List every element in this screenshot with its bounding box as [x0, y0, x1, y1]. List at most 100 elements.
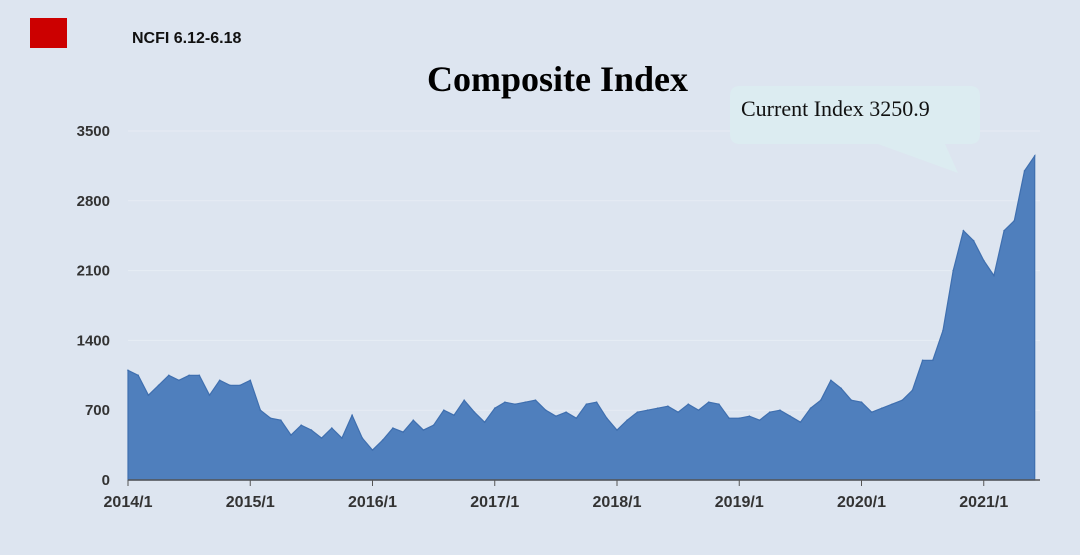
data-point: [127, 369, 129, 372]
data-point: [769, 411, 771, 414]
area-series: [127, 153, 1036, 481]
callout: [730, 86, 980, 173]
data-point: [331, 427, 333, 429]
data-point: [361, 437, 364, 439]
data-point: [585, 403, 588, 406]
chart-title: Composite Index: [426, 59, 689, 99]
data-point: [381, 439, 384, 441]
index-area: [127, 153, 1036, 481]
data-point: [707, 401, 710, 404]
data-point: [942, 329, 944, 332]
data-point: [595, 401, 598, 404]
data-point: [544, 409, 547, 412]
data-point: [657, 407, 659, 410]
data-point: [249, 379, 252, 382]
data-point: [850, 399, 853, 402]
data-point: [483, 421, 486, 424]
x-tick-label: 2017/1: [470, 494, 519, 511]
x-tick-label: 2019/1: [715, 494, 764, 511]
data-point: [280, 419, 282, 422]
data-point: [137, 374, 139, 377]
data-point: [494, 407, 496, 410]
y-tick-label: 1400: [77, 332, 110, 349]
data-point: [371, 449, 374, 451]
data-point: [881, 407, 883, 410]
data-point: [208, 394, 211, 397]
data-point: [809, 407, 812, 410]
y-tick-label: 2100: [77, 263, 110, 280]
data-point: [616, 429, 618, 431]
data-point: [575, 417, 578, 420]
data-point: [218, 379, 221, 382]
data-point: [901, 399, 904, 402]
y-tick-label: 2800: [77, 193, 110, 210]
data-point: [157, 384, 160, 387]
data-point: [952, 269, 954, 272]
data-point: [830, 379, 832, 382]
data-point: [748, 415, 751, 418]
callout-bubble: [730, 86, 980, 173]
data-point: [993, 274, 995, 277]
data-point: [983, 259, 985, 262]
data-point: [473, 411, 476, 414]
data-point: [239, 384, 241, 387]
x-tick-label: 2014/1: [104, 494, 153, 511]
data-point: [310, 429, 313, 431]
data-point: [697, 409, 700, 412]
data-point: [1013, 219, 1016, 222]
data-point: [636, 411, 639, 414]
x-tick-label: 2016/1: [348, 494, 397, 511]
data-point: [738, 417, 741, 420]
data-point: [789, 415, 791, 418]
data-point: [290, 434, 292, 436]
data-point: [229, 384, 231, 387]
data-point: [524, 401, 527, 404]
data-point: [799, 421, 802, 424]
data-point: [921, 359, 924, 362]
data-point: [687, 403, 690, 406]
grid-lines: [128, 130, 1040, 411]
data-point: [300, 424, 303, 427]
data-point: [341, 437, 343, 439]
data-point: [972, 239, 975, 242]
x-tick-label: 2018/1: [593, 494, 642, 511]
data-point: [402, 431, 404, 433]
data-point: [412, 419, 415, 422]
data-point: [147, 394, 150, 397]
data-point: [555, 415, 557, 418]
data-point: [422, 429, 425, 431]
data-point: [432, 424, 435, 427]
y-tick-label: 3500: [77, 123, 110, 140]
data-point: [758, 419, 761, 422]
x-tick-label: 2020/1: [837, 494, 886, 511]
current-index-callout: Current Index 3250.9: [741, 96, 930, 121]
data-point: [514, 403, 516, 406]
data-point: [718, 403, 720, 406]
data-point: [320, 437, 323, 439]
x-tick-label: 2021/1: [959, 494, 1008, 511]
data-point: [606, 417, 608, 420]
data-point: [351, 414, 353, 417]
data-point: [443, 409, 445, 412]
data-point: [168, 374, 170, 377]
data-point: [259, 409, 262, 412]
y-tick-label: 700: [85, 402, 110, 419]
data-point: [677, 411, 679, 414]
data-point: [198, 374, 201, 377]
data-point: [779, 409, 781, 412]
data-point: [1033, 155, 1036, 157]
data-point: [626, 419, 628, 422]
data-point: [565, 411, 567, 414]
flag-marker: [30, 18, 67, 48]
data-point: [392, 427, 394, 429]
data-point: [453, 414, 455, 417]
data-point: [962, 229, 965, 232]
data-point: [178, 379, 180, 382]
data-point: [932, 359, 934, 362]
data-point: [1023, 170, 1026, 172]
data-point: [269, 417, 272, 420]
data-point: [667, 405, 669, 408]
data-point: [534, 399, 537, 402]
data-point: [891, 403, 893, 406]
